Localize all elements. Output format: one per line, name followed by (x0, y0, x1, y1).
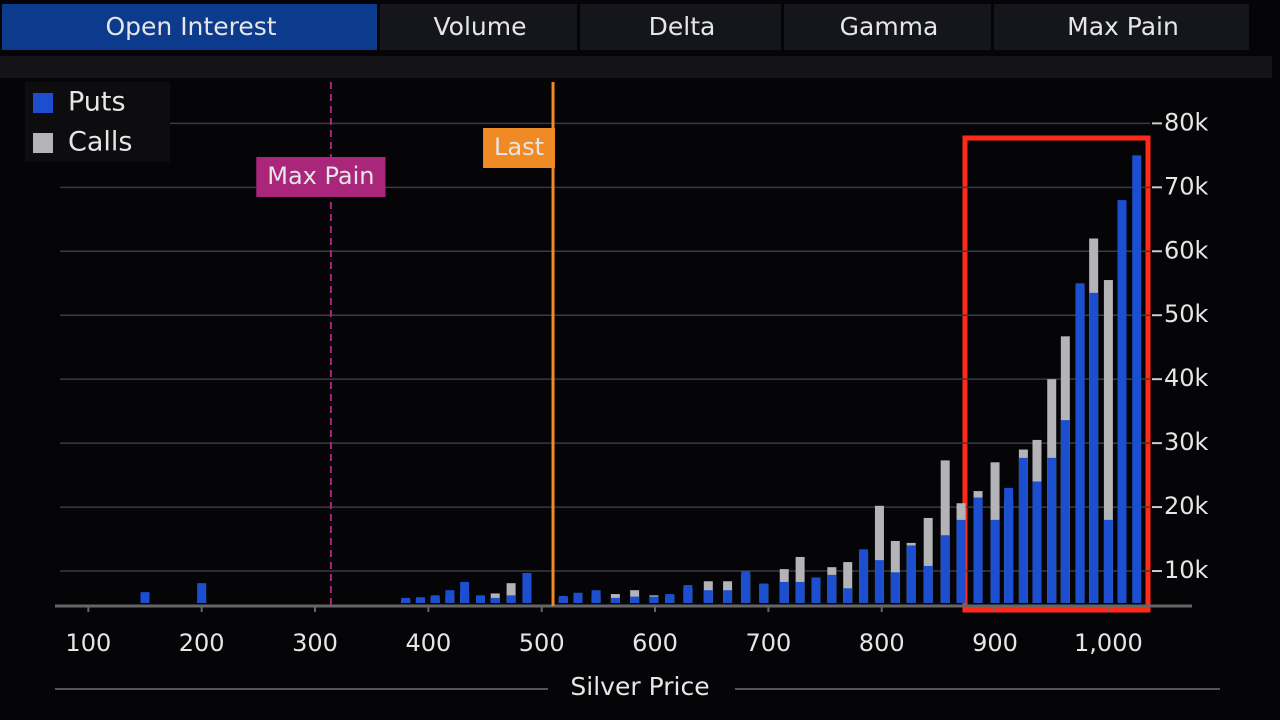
annotation-box (256, 157, 386, 197)
annotation-box (483, 128, 556, 168)
x-tick-label: 900 (972, 629, 1018, 657)
bar (940, 535, 950, 603)
bar (923, 517, 933, 603)
y-tick-label: 80k (1164, 108, 1209, 136)
bar (445, 590, 455, 603)
bar (1103, 519, 1113, 603)
x-tick-label: 400 (405, 629, 451, 657)
bar (1047, 457, 1057, 603)
bar (1032, 481, 1042, 603)
annotation-label: Last (494, 133, 544, 161)
bar (973, 497, 983, 603)
tab-label[interactable]: Gamma (840, 12, 939, 41)
toolbar-strip (0, 56, 1272, 78)
bar (1132, 155, 1142, 603)
bar (890, 540, 900, 603)
y-tick-label: 10k (1164, 556, 1209, 584)
bar (940, 460, 950, 603)
legend-label: Puts (68, 87, 126, 118)
y-tick-label: 70k (1164, 172, 1209, 200)
bar (890, 572, 900, 603)
tab[interactable] (784, 4, 991, 50)
bar (1075, 283, 1085, 603)
x-tick-label: 600 (632, 629, 678, 657)
bar (506, 595, 516, 603)
highlight-box (962, 135, 1151, 613)
bar (1018, 457, 1028, 603)
tab-label[interactable]: Volume (434, 12, 527, 41)
bar (430, 595, 440, 603)
bar (1060, 420, 1070, 603)
x-tick-label: 300 (292, 629, 338, 657)
bar (923, 565, 933, 603)
y-tick-label: 20k (1164, 492, 1209, 520)
bar (843, 588, 853, 603)
bar (811, 577, 821, 603)
bar (630, 596, 640, 603)
x-axis-title: Silver Price (570, 672, 709, 701)
x-tick-label: 100 (65, 629, 111, 657)
x-tick-label: 1,000 (1074, 629, 1143, 657)
bar (795, 581, 805, 603)
bar (591, 590, 601, 603)
bar (649, 596, 659, 603)
bar (723, 590, 733, 603)
bar (843, 562, 853, 603)
bar (759, 583, 769, 603)
bar (956, 519, 966, 603)
y-tick-label: 40k (1164, 364, 1209, 392)
legend-label: Calls (68, 127, 132, 158)
bar (573, 592, 583, 603)
bar (415, 597, 425, 603)
x-tick-label: 200 (179, 629, 225, 657)
tab-label[interactable]: Open Interest (105, 12, 276, 41)
bar (741, 571, 751, 603)
bar (490, 597, 500, 603)
bar (906, 545, 916, 603)
bar (522, 572, 532, 603)
y-tick-label: 30k (1164, 428, 1209, 456)
bar (1089, 292, 1099, 603)
x-tick-label: 700 (745, 629, 791, 657)
y-tick-label: 50k (1164, 300, 1209, 328)
annotation-label: Max Pain (267, 162, 374, 190)
bar (1103, 280, 1113, 603)
tab[interactable] (580, 4, 781, 50)
bar (610, 597, 620, 603)
y-tick-label: 60k (1164, 236, 1209, 264)
bar (779, 581, 789, 603)
legend-swatch (33, 133, 53, 153)
bar (874, 505, 884, 603)
bar (197, 583, 207, 603)
x-tick-label: 800 (859, 629, 905, 657)
tab[interactable] (2, 4, 377, 50)
bar (475, 595, 485, 603)
bar (665, 594, 675, 603)
bar (140, 592, 150, 603)
legend-swatch (33, 93, 53, 113)
tab[interactable] (380, 4, 577, 50)
bar (506, 583, 516, 603)
bar (795, 556, 805, 603)
tab[interactable] (994, 4, 1249, 50)
bar (703, 590, 713, 603)
x-tick-label: 500 (519, 629, 565, 657)
tab-label[interactable]: Delta (649, 12, 716, 41)
bar (1004, 487, 1014, 603)
tab-label[interactable]: Max Pain (1067, 12, 1179, 41)
bar (827, 574, 837, 603)
bar (683, 585, 693, 603)
bar (874, 560, 884, 603)
tab-bar: Open Interest Volume Delta Gamma Max Pain (2, 4, 1249, 50)
bar (558, 595, 568, 603)
bar (460, 581, 470, 603)
bar (990, 519, 1000, 603)
bar (859, 549, 869, 603)
bar (1117, 200, 1127, 603)
bar (401, 597, 411, 603)
